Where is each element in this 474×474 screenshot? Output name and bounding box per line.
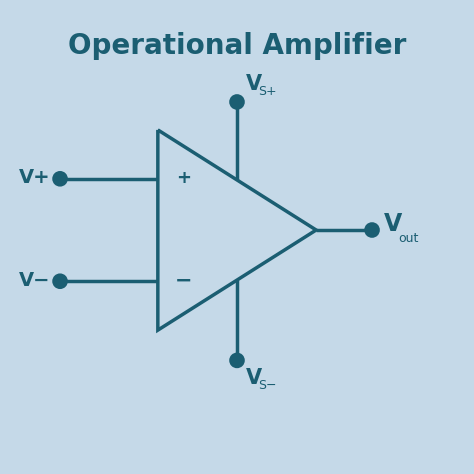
Text: V: V	[246, 74, 263, 94]
Text: out: out	[399, 232, 419, 245]
Circle shape	[54, 275, 66, 287]
Text: Operational Amplifier: Operational Amplifier	[68, 32, 406, 60]
Text: −: −	[175, 270, 192, 290]
Text: +: +	[176, 169, 191, 187]
Circle shape	[54, 173, 66, 185]
Text: V−: V−	[19, 271, 51, 290]
Text: V+: V+	[19, 168, 51, 187]
Circle shape	[231, 96, 243, 108]
Circle shape	[231, 355, 243, 366]
Text: V: V	[383, 212, 402, 237]
Text: S+: S+	[258, 85, 277, 98]
Circle shape	[366, 224, 378, 236]
Text: S−: S−	[258, 379, 277, 392]
Text: V: V	[246, 368, 263, 388]
